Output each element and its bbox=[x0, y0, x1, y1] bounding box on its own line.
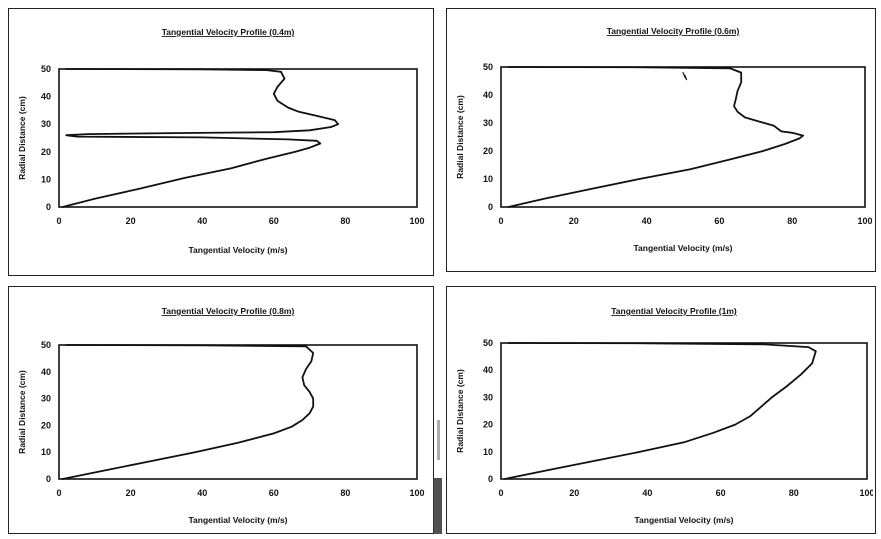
y-tick-label: 10 bbox=[41, 174, 51, 184]
x-tick-label: 60 bbox=[716, 488, 726, 498]
chart-svg: Tangential Velocity Profile (0.8m) 0 20 40 6… bbox=[9, 287, 431, 531]
chart-panel-0.6m: Tangential Velocity Profile (0.6m) 0 20 40 6… bbox=[446, 8, 876, 272]
y-tick-label: 30 bbox=[41, 394, 51, 404]
chart-title: Tangential Velocity Profile (0.8m) bbox=[162, 306, 295, 316]
y-tick-label: 50 bbox=[483, 62, 493, 72]
x-tick-label: 40 bbox=[642, 216, 652, 226]
y-tick-label: 40 bbox=[483, 90, 493, 100]
x-tick-label: 40 bbox=[642, 488, 652, 498]
y-tick-label: 0 bbox=[46, 202, 51, 212]
x-tick-label: 0 bbox=[56, 488, 61, 498]
y-tick-label: 10 bbox=[483, 447, 493, 457]
x-tick-label: 0 bbox=[498, 216, 503, 226]
x-tick-label: 0 bbox=[56, 216, 61, 226]
x-tick-label: 80 bbox=[787, 216, 797, 226]
series-line bbox=[63, 345, 314, 479]
series-line bbox=[508, 67, 803, 207]
y-tick-label: 30 bbox=[483, 118, 493, 128]
chart-panel-1m: Tangential Velocity Profile (1m) 0 20 40 60 8… bbox=[446, 286, 876, 534]
chart-title: Tangential Velocity Profile (0.4m) bbox=[162, 27, 295, 37]
y-tick-label: 30 bbox=[41, 119, 51, 129]
scan-noise bbox=[433, 478, 442, 534]
chart-svg: Tangential Velocity Profile (0.4m) 0 20 40 6… bbox=[9, 9, 431, 273]
y-axis-label: Radial Distance (cm) bbox=[17, 370, 27, 454]
y-tick-label: 50 bbox=[483, 338, 493, 348]
x-tick-label: 80 bbox=[340, 216, 350, 226]
x-axis-label: Tangential Velocity (m/s) bbox=[634, 515, 733, 525]
chart-svg: Tangential Velocity Profile (0.6m) 0 20 40 6… bbox=[447, 9, 873, 269]
y-tick-label: 20 bbox=[483, 420, 493, 430]
x-tick-label: 0 bbox=[498, 488, 503, 498]
y-tick-label: 50 bbox=[41, 340, 51, 350]
x-tick-label: 20 bbox=[569, 216, 579, 226]
chart-panel-0.8m: Tangential Velocity Profile (0.8m) 0 20 40 6… bbox=[8, 286, 434, 534]
plot-frame bbox=[59, 345, 417, 479]
y-tick-label: 0 bbox=[46, 474, 51, 484]
x-tick-label: 100 bbox=[857, 216, 872, 226]
y-axis-label: Radial Distance (cm) bbox=[455, 369, 465, 453]
y-tick-label: 10 bbox=[483, 174, 493, 184]
y-tick-label: 20 bbox=[41, 147, 51, 157]
series-line bbox=[63, 69, 339, 207]
x-tick-label: 60 bbox=[714, 216, 724, 226]
x-axis-label: Tangential Velocity (m/s) bbox=[188, 245, 287, 255]
x-tick-label: 20 bbox=[569, 488, 579, 498]
series-line bbox=[683, 73, 687, 80]
series-line bbox=[505, 343, 816, 479]
y-tick-label: 40 bbox=[483, 365, 493, 375]
x-tick-label: 20 bbox=[126, 216, 136, 226]
y-axis-label: Radial Distance (cm) bbox=[455, 95, 465, 179]
x-tick-label: 60 bbox=[269, 216, 279, 226]
y-tick-label: 10 bbox=[41, 447, 51, 457]
y-tick-label: 50 bbox=[41, 64, 51, 74]
x-tick-label: 60 bbox=[269, 488, 279, 498]
chart-title: Tangential Velocity Profile (1m) bbox=[611, 306, 737, 316]
x-tick-label: 80 bbox=[340, 488, 350, 498]
chart-svg: Tangential Velocity Profile (1m) 0 20 40 60 8… bbox=[447, 287, 873, 531]
x-axis-label: Tangential Velocity (m/s) bbox=[633, 243, 732, 253]
x-tick-label: 100 bbox=[409, 216, 424, 226]
plot-frame bbox=[501, 67, 865, 207]
y-tick-label: 0 bbox=[488, 474, 493, 484]
x-tick-label: 20 bbox=[126, 488, 136, 498]
x-tick-label: 100 bbox=[859, 488, 873, 498]
y-axis-label: Radial Distance (cm) bbox=[17, 96, 27, 180]
y-tick-label: 40 bbox=[41, 92, 51, 102]
x-axis-label: Tangential Velocity (m/s) bbox=[188, 515, 287, 525]
scan-noise bbox=[437, 420, 440, 460]
y-tick-label: 20 bbox=[41, 420, 51, 430]
y-tick-label: 30 bbox=[483, 392, 493, 402]
x-tick-label: 100 bbox=[409, 488, 424, 498]
y-tick-label: 40 bbox=[41, 367, 51, 377]
x-tick-label: 40 bbox=[197, 216, 207, 226]
chart-title: Tangential Velocity Profile (0.6m) bbox=[607, 26, 740, 36]
chart-panel-0.4m: Tangential Velocity Profile (0.4m) 0 20 40 6… bbox=[8, 8, 434, 276]
y-tick-label: 20 bbox=[483, 146, 493, 156]
y-tick-label: 0 bbox=[488, 202, 493, 212]
x-tick-label: 40 bbox=[197, 488, 207, 498]
x-tick-label: 80 bbox=[789, 488, 799, 498]
